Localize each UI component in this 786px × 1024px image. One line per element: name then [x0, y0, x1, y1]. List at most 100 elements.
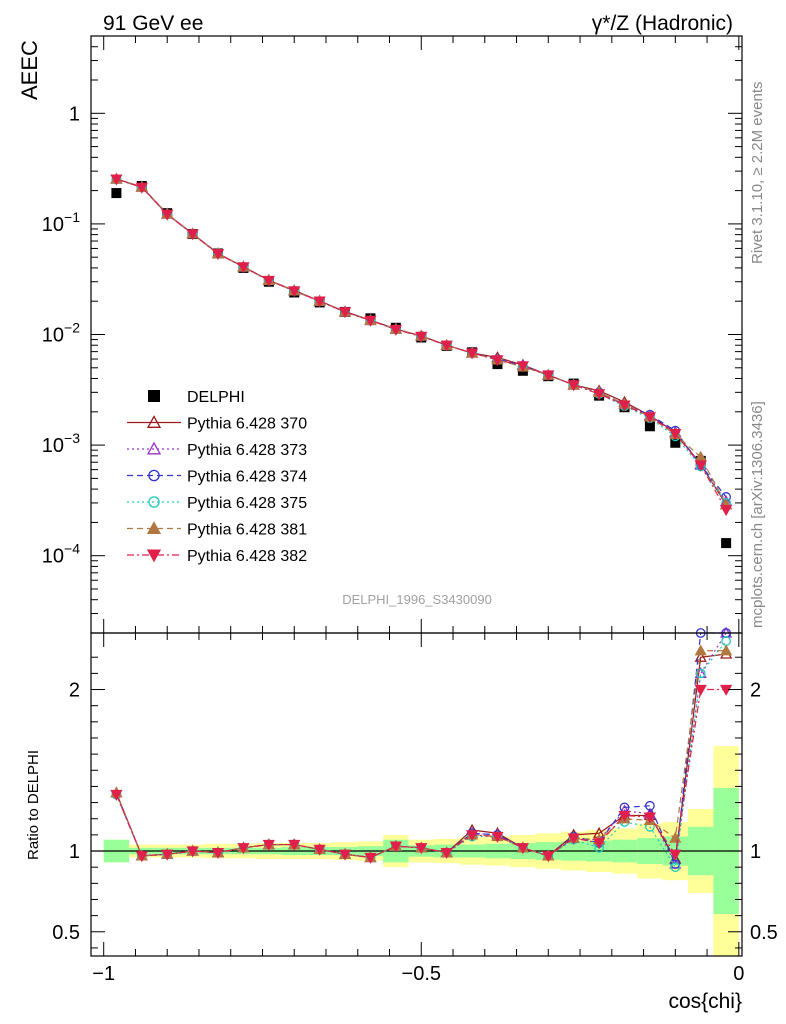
series-point [237, 262, 250, 274]
series-point [338, 307, 352, 319]
legend-label: Pythia 6.428 375 [187, 495, 307, 512]
series-point [516, 361, 529, 373]
header-right: γ*/Z (Hadronic) [592, 12, 733, 35]
legend-entry: Pythia 6.428 373 [127, 441, 307, 459]
ratio-point [161, 849, 174, 861]
ratio-point [694, 650, 707, 662]
header-left: 91 GeV ee [103, 12, 203, 35]
x-tick-label: −0.5 [402, 963, 441, 985]
series-point [465, 348, 479, 360]
series-point [313, 296, 326, 308]
ratio-y-tick-label-right: 0.5 [750, 922, 778, 944]
ratio-point [669, 849, 682, 861]
series-point [211, 249, 225, 261]
ratio-frame [90, 632, 743, 957]
series-point [415, 331, 428, 343]
ratio-line [115, 653, 727, 861]
series-point [542, 370, 555, 382]
ratio-y-tick-label-left: 0.5 [52, 922, 80, 944]
ratio-point [721, 636, 732, 646]
y-tick-label: 10−1 [42, 209, 80, 236]
ratio-y-tick-label-right: 1 [750, 841, 761, 863]
series-point [491, 355, 504, 367]
legend-entry: Pythia 6.428 381 [127, 521, 307, 539]
legend-marker [146, 415, 162, 428]
x-tick-label: −1 [92, 963, 115, 985]
analysis-watermark: DELPHI_1996_S3430090 [342, 592, 492, 607]
legend-entry: Pythia 6.428 375 [127, 495, 307, 512]
side-text-bottom: mcplots.cern.ch [arXiv:1306.3436] [749, 401, 766, 628]
ratio-point [542, 851, 555, 863]
y-tick-label: 10−2 [42, 320, 80, 347]
main-panel: 1 10−1 10−2 10−3 10−4 [42, 35, 743, 634]
legend: DELPHI Pythia 6.428 370 Pythia 6.428 373 Py… [127, 389, 307, 565]
ratio-point [670, 862, 681, 873]
ratio-point [211, 847, 225, 859]
legend-entry: Pythia 6.428 370 [127, 415, 307, 433]
legend-marker [148, 469, 160, 482]
ratio-point [592, 838, 606, 850]
ratio-y-tick-label-right: 2 [750, 680, 761, 702]
ratio-point [695, 668, 706, 679]
y-tick-label: 10−4 [42, 541, 80, 568]
series-point [618, 400, 631, 412]
data-point-delphi [721, 538, 732, 549]
y-tick-label: 1 [69, 103, 80, 125]
legend-marker [146, 549, 162, 563]
ratio-point [465, 830, 479, 842]
ratio-point [415, 843, 428, 855]
series-point [720, 505, 733, 517]
series-pythia-6.428-382 [110, 174, 733, 517]
ratio-point [618, 810, 631, 822]
legend-label: Pythia 6.428 381 [187, 522, 307, 539]
ratio-point [643, 812, 657, 824]
ratio-series-pythia-6.428-382 [110, 684, 733, 864]
series-point [643, 412, 657, 424]
data-point-delphi [670, 437, 681, 448]
data-point-delphi [111, 188, 122, 199]
series-point [288, 286, 301, 298]
ratio-point [645, 800, 655, 811]
ratio-point [186, 846, 199, 858]
series-point [135, 182, 148, 194]
series-point [389, 324, 402, 336]
ratio-point [694, 644, 707, 656]
ratio-point [720, 644, 733, 656]
legend-label: Pythia 6.428 370 [187, 416, 307, 433]
legend-marker [148, 496, 160, 508]
ratio-point [694, 684, 707, 696]
x-tick-label: 0 [733, 963, 744, 985]
ratio-point [440, 847, 453, 859]
ratio-xlabel: cos{chi} [668, 990, 742, 1013]
legend-entry: Pythia 6.428 374 [127, 469, 307, 486]
legend-label: DELPHI [187, 389, 245, 406]
ratio-line [115, 650, 727, 859]
series-point [110, 174, 123, 186]
ratio-point [237, 843, 250, 855]
legend-label: Pythia 6.428 374 [187, 469, 307, 486]
ratio-point [262, 839, 275, 851]
series-point [364, 315, 377, 327]
main-ylabel: AEEC [17, 40, 42, 100]
legend-marker [146, 521, 162, 534]
series-point [161, 209, 174, 221]
legend-marker [146, 441, 162, 455]
series-line [116, 178, 727, 511]
ratio-point [288, 839, 301, 851]
ratio-point [313, 844, 326, 856]
legend-entry-delphi: DELPHI [148, 389, 245, 406]
ratio-point [338, 849, 352, 861]
series-point [440, 340, 453, 352]
ratio-point [491, 831, 504, 843]
series-point [262, 275, 275, 287]
legend-label: Pythia 6.428 373 [187, 442, 307, 459]
ratio-point [364, 852, 377, 864]
legend-entry: Pythia 6.428 382 [127, 548, 307, 565]
side-text-top: Rivet 3.1.10, ≥ 2.2M events [749, 82, 766, 265]
ratio-point [135, 851, 148, 863]
series-point [592, 389, 606, 401]
ratio-y-tick-label-left: 2 [69, 680, 80, 702]
data-point-delphi [644, 421, 655, 432]
ratio-point [567, 833, 580, 845]
